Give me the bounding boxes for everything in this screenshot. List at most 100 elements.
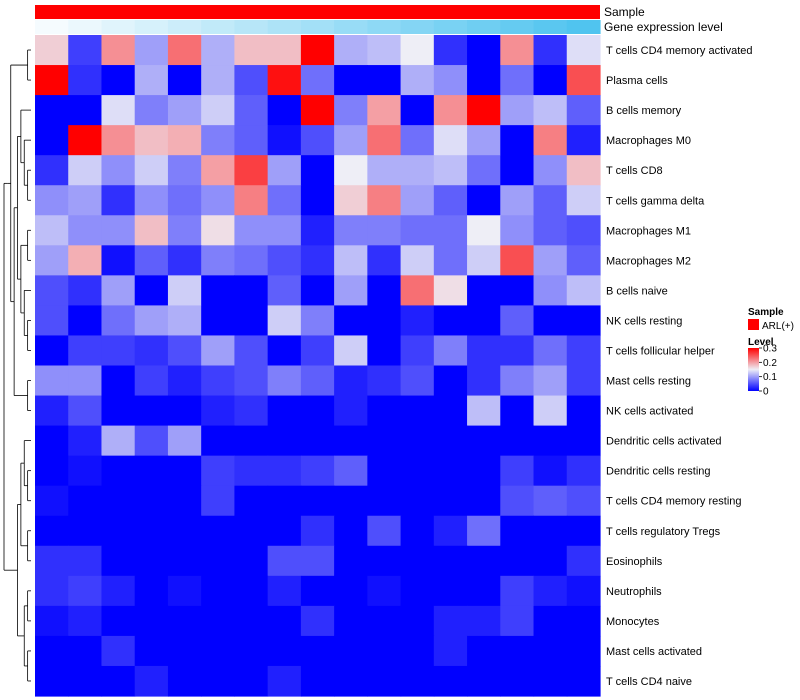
heatmap-cell — [533, 305, 568, 337]
heatmap-cell — [35, 155, 69, 186]
heatmap-cell — [267, 455, 302, 487]
heatmap-cell — [267, 155, 302, 186]
heatmap-cell — [367, 95, 402, 126]
heatmap-cell — [433, 305, 468, 337]
gene-expression-cell — [167, 20, 202, 34]
heatmap-cell — [467, 215, 501, 246]
heatmap-cell — [300, 575, 335, 607]
heatmap-cell — [433, 245, 468, 276]
row-label: B cells naive — [606, 285, 668, 297]
heatmap-cell — [467, 515, 501, 547]
heatmap-cell — [566, 605, 601, 637]
heatmap-cell — [101, 305, 136, 337]
heatmap-cell — [400, 365, 435, 397]
heatmap-cell — [167, 515, 202, 547]
row-label: Eosinophils — [606, 556, 663, 568]
legend-tick-label: 0.3 — [763, 344, 777, 355]
heatmap-cell — [400, 635, 435, 667]
row-label: Dendritic cells resting — [606, 466, 711, 478]
heatmap-cell — [68, 605, 103, 637]
heatmap-cell — [433, 665, 468, 697]
heatmap-cell — [566, 335, 601, 367]
heatmap-cell — [68, 245, 103, 276]
heatmap-cell — [68, 575, 103, 607]
heatmap-cell — [35, 215, 69, 246]
heatmap-cell — [35, 35, 69, 66]
heatmap-cell — [467, 35, 501, 66]
heatmap-cell — [134, 665, 169, 697]
heatmap-cell — [167, 125, 202, 156]
heatmap-cell — [234, 485, 269, 517]
row-label: Neutrophils — [606, 586, 662, 598]
heatmap-cell — [300, 275, 335, 307]
heatmap-cell — [201, 665, 236, 697]
heatmap-cell — [35, 515, 69, 547]
heatmap-cell — [101, 245, 136, 276]
heatmap-cell — [167, 155, 202, 186]
legend: Sample ARL(+) Level 0.3 0.2 0.1 0 — [748, 307, 794, 398]
heatmap-cell — [35, 395, 69, 427]
heatmap-cell — [533, 215, 568, 246]
heatmap-cell — [68, 215, 103, 246]
heatmap-cell — [134, 605, 169, 637]
heatmap-cell — [500, 155, 535, 186]
heatmap-cell — [334, 95, 368, 126]
heatmap-cell — [134, 275, 169, 307]
heatmap-cell — [234, 305, 269, 337]
heatmap-cell — [467, 605, 501, 637]
heatmap-cell — [68, 275, 103, 307]
heatmap-cell — [566, 245, 601, 276]
heatmap-cell — [134, 215, 169, 246]
heatmap-cell — [400, 665, 435, 697]
heatmap-cell — [234, 575, 269, 607]
heatmap-cell — [300, 635, 335, 667]
heatmap-cell — [433, 155, 468, 186]
heatmap-cell — [134, 155, 169, 186]
heatmap-cell — [234, 65, 269, 96]
heatmap-cell — [234, 335, 269, 367]
heatmap-cell — [167, 455, 202, 487]
heatmap-cell — [101, 95, 136, 126]
heatmap-cell — [234, 35, 269, 66]
heatmap-cell — [500, 575, 535, 607]
heatmap-cell — [201, 35, 236, 66]
heatmap-cell — [533, 365, 568, 397]
heatmap-cell — [68, 485, 103, 517]
heatmap-cell — [334, 635, 368, 667]
heatmap-cell — [500, 245, 535, 276]
heatmap-cell — [267, 65, 302, 96]
heatmap-cell — [400, 455, 435, 487]
heatmap-cell — [234, 365, 269, 397]
heatmap-cell — [234, 425, 269, 457]
heatmap-cell — [201, 125, 236, 156]
heatmap-cell — [267, 335, 302, 367]
heatmap-cell — [467, 635, 501, 667]
heatmap-cell — [500, 125, 535, 156]
heatmap-cell — [167, 425, 202, 457]
heatmap-cell — [400, 155, 435, 186]
heatmap-cell — [566, 485, 601, 517]
heatmap-cell — [201, 515, 236, 547]
heatmap-cell — [267, 665, 302, 697]
heatmap-cell — [201, 65, 236, 96]
gene-expression-cell — [433, 20, 468, 34]
heatmap-cell — [134, 95, 169, 126]
heatmap-cell — [367, 665, 402, 697]
heatmap-cell — [300, 545, 335, 577]
heatmap-cell — [35, 365, 69, 397]
heatmap-cell — [500, 665, 535, 697]
heatmap-cell — [267, 95, 302, 126]
heatmap-cell — [300, 155, 335, 186]
heatmap-cell — [533, 455, 568, 487]
heatmap-cell — [400, 65, 435, 96]
heatmap-cell — [234, 185, 269, 216]
heatmap-cell — [500, 545, 535, 577]
row-label: NK cells activated — [606, 406, 693, 418]
heatmap-cell — [433, 95, 468, 126]
heatmap-cell — [334, 305, 368, 337]
heatmap-cell — [367, 335, 402, 367]
heatmap-cell — [467, 125, 501, 156]
heatmap-cell — [201, 545, 236, 577]
heatmap-cell — [300, 485, 335, 517]
heatmap-cell — [267, 275, 302, 307]
